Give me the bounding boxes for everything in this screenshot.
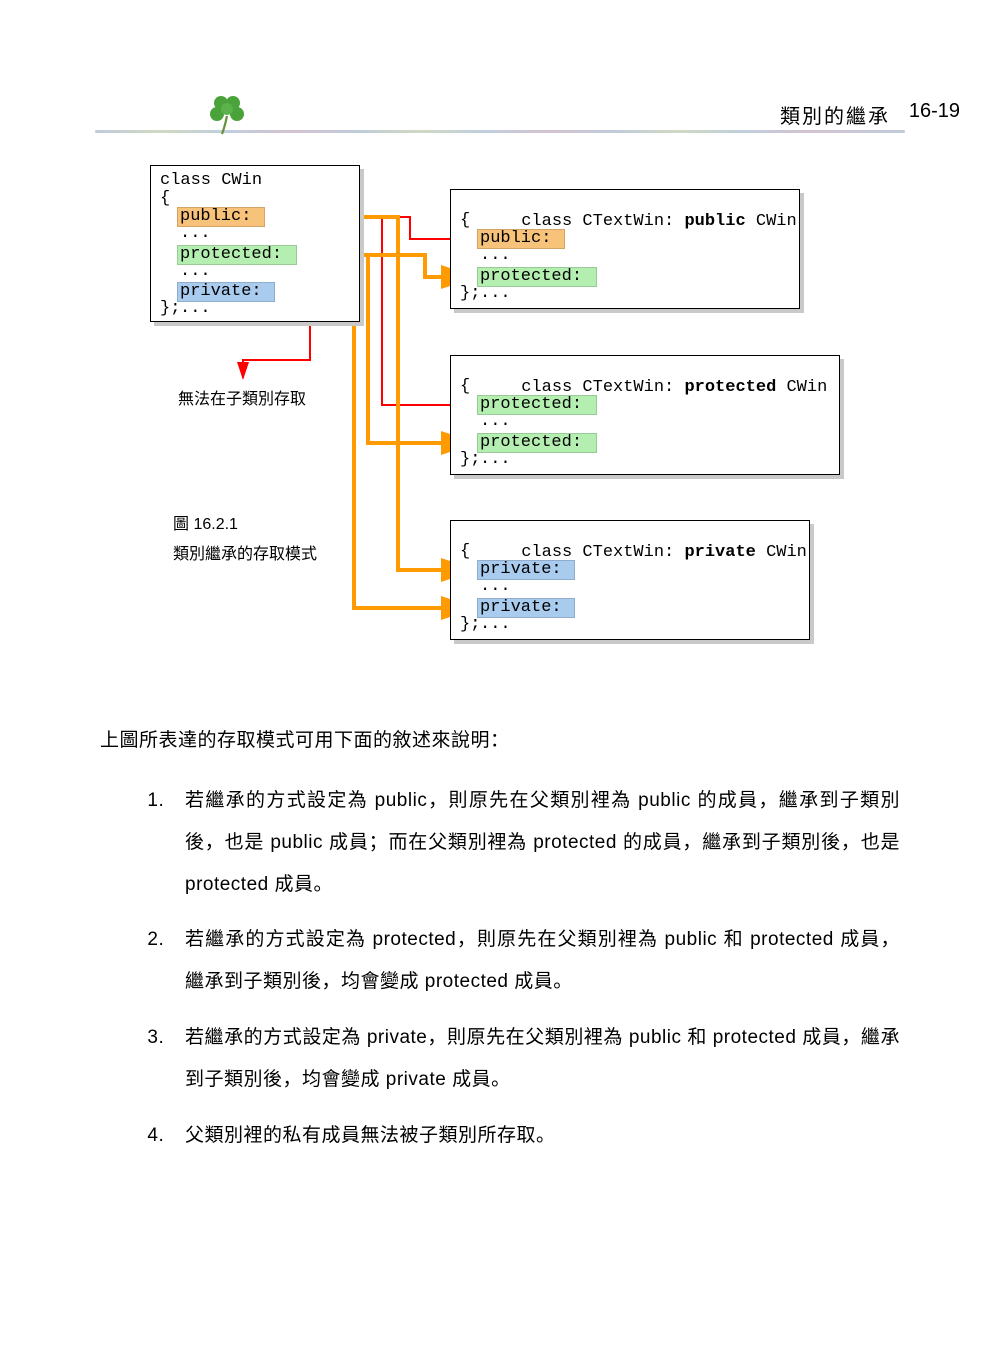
parent-close: }; (160, 299, 180, 318)
child-private-open: { (460, 542, 470, 561)
intro-paragraph: 上圖所表達的存取模式可用下面的敘述來說明： (100, 720, 900, 762)
parent-private-dots: ... (180, 299, 211, 318)
child-private-dots2: ... (480, 615, 511, 634)
child-public-mode: public (684, 212, 745, 231)
list-item-1: 若繼承的方式設定為 public，則原先在父類別裡為 public 的成員，繼承… (170, 780, 900, 905)
child-protected-dots1: ... (480, 412, 511, 431)
child-protected-open: { (460, 377, 470, 396)
child-protected-mode: protected (684, 378, 776, 397)
child-private-mode: private (684, 543, 755, 562)
child-private-dots1: ... (480, 577, 511, 596)
note-inaccessible: 無法在子類別存取 (178, 385, 306, 409)
figure-number: 圖 16.2.1 (173, 510, 238, 534)
parent-line1: class CWin (160, 171, 262, 190)
inheritance-diagram: class CWin { public: ... protected: ... … (150, 160, 895, 675)
parent-protected-dots: ... (180, 262, 211, 281)
figure-caption: 類別繼承的存取模式 (173, 540, 317, 564)
child-public-open: { (460, 211, 470, 230)
clover-icon (205, 92, 249, 136)
child-protected-dots2: ... (480, 450, 511, 469)
parent-public-dots: ... (180, 224, 211, 243)
child-public-dots1: ... (480, 246, 511, 265)
parent-open: { (160, 189, 170, 208)
page-number: 16-19 (909, 100, 960, 123)
child-private-base: CWin (756, 543, 807, 562)
explanation-list: 若繼承的方式設定為 public，則原先在父類別裡為 public 的成員，繼承… (100, 780, 900, 1156)
child-private-close: }; (460, 615, 480, 634)
list-item-4: 父類別裡的私有成員無法被子類別所存取。 (170, 1115, 900, 1157)
child-public-close: }; (460, 284, 480, 303)
child-public-base: CWin (746, 212, 797, 231)
page-header-title: 類別的繼承 (780, 100, 890, 129)
child-protected-close: }; (460, 450, 480, 469)
child-public-dots2: ... (480, 284, 511, 303)
list-item-3: 若繼承的方式設定為 private，則原先在父類別裡為 public 和 pro… (170, 1017, 900, 1101)
list-item-2: 若繼承的方式設定為 protected，則原先在父類別裡為 public 和 p… (170, 919, 900, 1003)
child-protected-base: CWin (776, 378, 827, 397)
